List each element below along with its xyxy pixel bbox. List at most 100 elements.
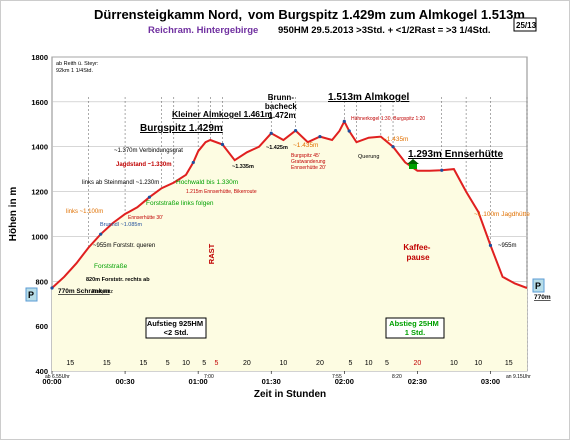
elevation-point [147, 195, 152, 199]
x-tick-label: 01:30 [262, 377, 281, 386]
segment-minutes-label: 15 [505, 360, 513, 367]
page-badge-box [513, 17, 537, 32]
annotation-steinmandl: links ab Steinmandl ~1.230m [82, 180, 159, 186]
annotation-querung: Querung [358, 154, 379, 160]
annotation-ennserhuette-30: Ennserhütte 30' [128, 215, 163, 221]
annotation-brunndl: Brunndl ~1.085m [100, 222, 142, 228]
elevation-point [269, 131, 273, 135]
segment-minutes-label: 5 [214, 360, 218, 367]
segment-minutes-label: 10 [450, 360, 458, 367]
segment-minutes-label: 5 [385, 360, 389, 367]
rast-label: RAST [207, 243, 216, 264]
elevation-point [440, 168, 444, 172]
y-axis-label: Höhen in m [8, 187, 19, 242]
elevation-point [318, 135, 322, 139]
segment-minutes: 15 15 15 5 10 5 5 20 10 20 5 10 5 20 10 10 15 [66, 360, 512, 367]
peak-label-almkogel: 1.513m Almkogel [328, 92, 410, 103]
segment-minutes-label: 10 [280, 360, 288, 367]
elevation-point [293, 128, 298, 133]
y-tick-label: 800 [35, 277, 48, 286]
svg-text:Aufstieg 925HM <2 Std.: Aufstieg 925HM <2 Std. [147, 319, 205, 337]
annotation-schranken: 770m Schranken [58, 288, 110, 295]
annotation-bikerroute: 1.215m Ennserhütte, Bikerroute [186, 189, 257, 195]
x-tick-label: 03:00 [481, 377, 500, 386]
elevation-point [191, 160, 195, 165]
annotation-gratwanderung: Burgspitz 45' Gratwanderung Ennserhütte … [291, 153, 327, 171]
segment-minutes-label: 20 [243, 360, 251, 367]
annotation-time-820: 8:20 [392, 374, 402, 380]
annotation-start-time: ab 6.55Uhr [45, 374, 70, 380]
annotation-huehnerkogel: Hühnerkogel 1:30, Burgspitz 1:20 [351, 116, 425, 122]
title-part-b: vom Burgspitz 1.429m zum Almkogel 1.513m [248, 7, 525, 22]
elevation-point [50, 286, 54, 290]
x-tick-label: 00:30 [115, 377, 134, 386]
title-part-a: Dürrensteigkamm Nord, [94, 7, 242, 22]
x-axis: 00:00 00:30 01:00 01:30 02:00 02:30 03:00 [42, 371, 500, 386]
peak-label-ennserhuette: 1.293m Ennserhütte [408, 149, 503, 160]
svg-text:Abstieg 25HM 1 Std.: Abstieg 25HM 1 Std. [389, 319, 441, 337]
y-tick-label: 1400 [31, 143, 48, 152]
segment-minutes-label: 10 [474, 360, 482, 367]
parking-icon [25, 287, 38, 302]
annotation-955m: ~955m Forststr. queren [93, 243, 155, 249]
annotation-jagdhuette: ~1.100m Jagdhütte [474, 211, 530, 218]
y-tick-label: 1000 [31, 232, 48, 241]
subtitle-region: Reichram. Hintergebirge [148, 25, 258, 36]
subtitle-stats: 950HM 29.5.2013 >3Std. + <1/2Rast = >3 1… [278, 25, 491, 36]
annotation-hochwald: Hochwald bis 1.330m [176, 179, 238, 186]
segment-minutes-label: 5 [166, 360, 170, 367]
peak-label-burgspitz: Burgspitz 1.429m [140, 123, 223, 134]
annotation-1435-b: ~1.435m [383, 136, 408, 143]
annotation-955m-descent: ~955m [498, 243, 517, 249]
annotation-1335: ~1.335m [232, 164, 254, 170]
svg-text:P: P [28, 290, 34, 300]
parking-marker-start: P [25, 287, 38, 302]
annotation-1425: ~1.425m [266, 145, 288, 151]
x-tick-label: 01:00 [189, 377, 208, 386]
annotation-kaffeepause: Kaffee- pause [403, 243, 432, 262]
annotation-verbindungsgrat: ~1.370m Verbindungsgrat [114, 148, 183, 154]
segment-minutes-label: 15 [139, 360, 147, 367]
ascent-box-frame [145, 317, 207, 339]
ascent-summary-box: Aufstieg 925HM <2 Std. [145, 317, 207, 339]
segment-minutes-label: 15 [66, 360, 74, 367]
annotation-parkplatz: Parkplatz [92, 289, 113, 295]
segment-minutes-label: 10 [365, 360, 373, 367]
elevation-area [52, 121, 527, 372]
x-axis-label: Zeit in Stunden [254, 389, 326, 400]
elevation-point [99, 232, 103, 236]
y-tick-label: 1200 [31, 188, 48, 197]
descent-box-frame [385, 317, 445, 339]
annotation-time-700: 7:00 [204, 374, 214, 380]
elevation-point [347, 129, 351, 133]
parking-icon [532, 278, 545, 293]
elevation-point [391, 145, 395, 149]
parking-marker-end: P [532, 278, 545, 293]
note-top-left: ab Reith ü. Steyr: 92km 1 1/4Std. [56, 61, 100, 74]
elevation-line [51, 119, 528, 289]
svg-text:P: P [535, 281, 541, 291]
y-tick-label: 600 [35, 322, 48, 331]
descent-summary-box: Abstieg 25HM 1 Std. [385, 317, 445, 339]
peak-label-kleiner-almkogel: Kleiner Almkogel 1.461m [172, 109, 273, 119]
y-tick-label: 400 [35, 367, 48, 376]
annotations: 820m Forststr. rechts ab 770m Schranken … [45, 116, 551, 380]
elevation-points [50, 119, 493, 290]
segment-minutes-label: 5 [348, 360, 352, 367]
segment-minutes-label: 5 [202, 360, 206, 367]
annotation-time-755: 7:55 [332, 374, 342, 380]
annotation-forststr-rechts: 820m Forststr. rechts ab [86, 277, 150, 283]
y-tick-label: 1800 [31, 53, 48, 62]
y-tick-label: 1600 [31, 98, 48, 107]
x-tick-label: 02:00 [335, 377, 354, 386]
annotation-forststrasse-links: Forststraße links folgen [146, 200, 214, 207]
annotation-forststrasse: Forststraße [94, 263, 128, 270]
peak-label-brunnbacheck: Brunn- bacheck 1.472m [265, 93, 299, 120]
segment-minutes-label: 10 [182, 360, 190, 367]
segment-minutes-label: 15 [103, 360, 111, 367]
segment-minutes-label: 20 [316, 360, 324, 367]
annotation-jagdstand: Jagdstand ~1.330m [116, 162, 172, 168]
segment-minutes-label: 20 [413, 360, 421, 367]
elevation-point [488, 243, 493, 247]
